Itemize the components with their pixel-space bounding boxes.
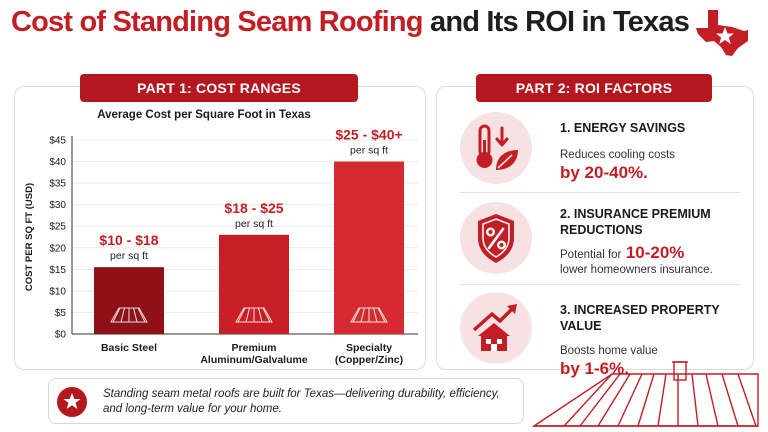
footer-line2: and long-term value for your home. [103, 403, 282, 415]
y-tick-label: $35 [49, 179, 66, 190]
bar-unit-label: per sq ft [350, 145, 388, 157]
roi-heading: 1. ENERGY SAVINGS [560, 121, 686, 135]
x-category-label: Premium [232, 342, 277, 354]
y-tick-label: $20 [49, 243, 66, 254]
bar [94, 267, 164, 334]
y-tick-label: $10 [49, 286, 66, 297]
part2-ribbon: PART 2: ROI FACTORS [476, 74, 712, 102]
metal-roof-icon [531, 361, 759, 427]
roi-highlight: 10-20% [625, 243, 685, 262]
x-category-label: (Copper/Zinc) [335, 354, 403, 366]
y-tick-label: $25 [49, 222, 66, 233]
roi-desc: Potential for [560, 249, 622, 261]
bar-range-label: $10 - $18 [99, 232, 158, 248]
roi-desc: Reduces cooling costs [560, 149, 676, 161]
part1-ribbon: PART 1: COST RANGES [80, 74, 358, 102]
thermometer-leaf-icon [460, 112, 532, 184]
title-dark: and Its ROI in Texas [430, 6, 690, 38]
roi-property-value: 3. INCREASED PROPERTY VALUE Boosts home … [436, 286, 754, 378]
bar-range-label: $25 - $40+ [335, 127, 402, 143]
x-category-label: Specialty [346, 342, 392, 354]
y-axis-label: COST PER SQ FT (USD) [24, 183, 35, 291]
y-tick-label: $0 [55, 330, 67, 341]
star-icon [57, 387, 87, 417]
roi-desc2: lower homeowners insurance. [560, 264, 713, 276]
y-tick-label: $15 [49, 265, 66, 276]
x-category-label: Basic Steel [101, 342, 157, 354]
roof-panel-icon [110, 307, 148, 323]
roof-panel-icon [350, 307, 388, 323]
roof-panel-icon [235, 307, 273, 323]
shield-percent-icon [460, 202, 532, 274]
roi-divider [460, 284, 740, 285]
footer-banner: Standing seam metal roofs are built for … [48, 378, 524, 424]
roi-heading-line2: REDUCTIONS [560, 223, 643, 237]
bar [334, 161, 404, 334]
x-category-label: Aluminum/Galvalume [200, 354, 308, 366]
y-tick-label: $45 [49, 136, 66, 147]
roi-insurance: 2. INSURANCE PREMIUM REDUCTIONS Potentia… [436, 194, 754, 282]
bar-unit-label: per sq ft [235, 218, 273, 230]
texas-state-star-icon [696, 10, 748, 56]
footer-line1: Standing seam metal roofs are built for … [103, 388, 500, 400]
y-tick-label: $5 [55, 308, 67, 319]
roi-highlight: by 20-40%. [560, 163, 648, 182]
page-title: Cost of Standing Seam Roofing and Its RO… [0, 6, 700, 39]
y-tick-label: $40 [49, 157, 66, 168]
roi-heading: 3. INCREASED PROPERTY VALUE [560, 303, 720, 333]
bar-unit-label: per sq ft [110, 250, 148, 262]
roi-desc: Boosts home value [560, 345, 658, 357]
cost-bar-chart: Average Cost per Square Foot in Texas COS… [24, 109, 418, 366]
roi-heading: 2. INSURANCE PREMIUM [560, 207, 711, 221]
y-tick-label: $30 [49, 200, 66, 211]
title-red: Cost of Standing Seam Roofing [10, 6, 424, 38]
chart-title: Average Cost per Square Foot in Texas [97, 109, 310, 121]
roi-highlight: by 1-6%. [560, 359, 629, 378]
roi-energy-savings: 1. ENERGY SAVINGS Reduces cooling costs … [436, 104, 754, 190]
house-growth-arrow-icon [460, 292, 532, 364]
roi-divider [460, 192, 740, 193]
bar-range-label: $18 - $25 [224, 200, 283, 216]
